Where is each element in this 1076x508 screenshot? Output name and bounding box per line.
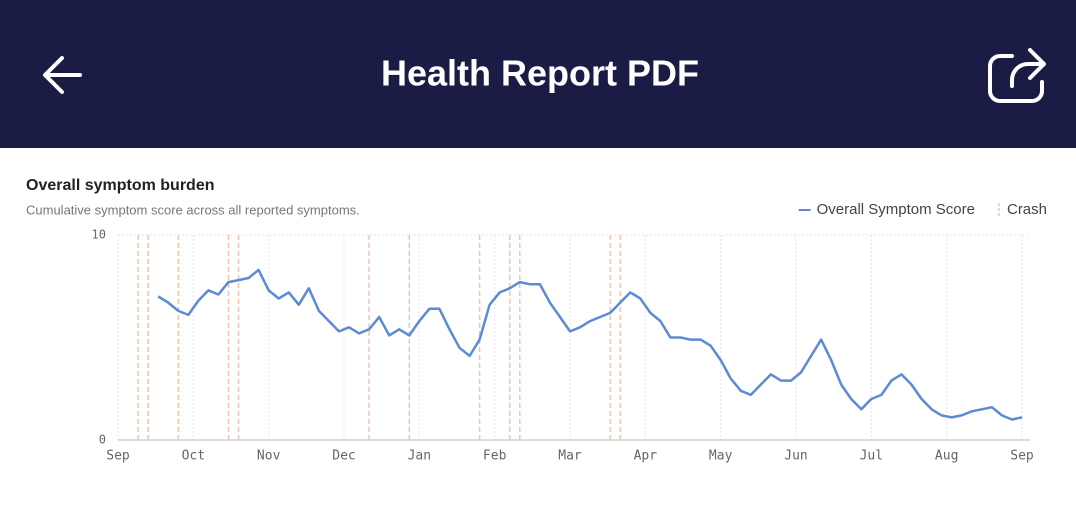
x-tick-label: Jun — [784, 449, 807, 464]
x-tick-label: Feb — [483, 449, 507, 464]
x-tick-label: Sep — [106, 449, 130, 464]
chart-subtitle: Cumulative symptom score across all repo… — [26, 202, 360, 217]
x-tick-label: Nov — [257, 449, 281, 464]
back-button[interactable] — [43, 56, 82, 94]
x-tick-label: Jan — [408, 449, 431, 464]
app-bar — [0, 0, 1076, 148]
page-title: Health Report PDF — [381, 53, 699, 94]
legend-label: Overall Symptom Score — [817, 201, 975, 218]
chart-title: Overall symptom burden — [26, 177, 215, 194]
x-tick-label: Oct — [182, 449, 205, 464]
x-tick-label: Sep — [1010, 449, 1034, 464]
x-tick-label: Mar — [558, 449, 582, 464]
y-tick-label: 10 — [92, 228, 106, 242]
symptom-line — [157, 268, 1023, 421]
y-tick-label: 0 — [99, 433, 106, 447]
x-tick-label: Jul — [860, 449, 883, 464]
legend-label: Crash — [1007, 201, 1047, 218]
x-tick-label: Aug — [935, 449, 958, 464]
x-tick-label: May — [709, 449, 733, 464]
x-tick-label: Apr — [634, 449, 658, 464]
x-tick-label: Dec — [332, 449, 355, 464]
share-button[interactable] — [988, 48, 1046, 103]
